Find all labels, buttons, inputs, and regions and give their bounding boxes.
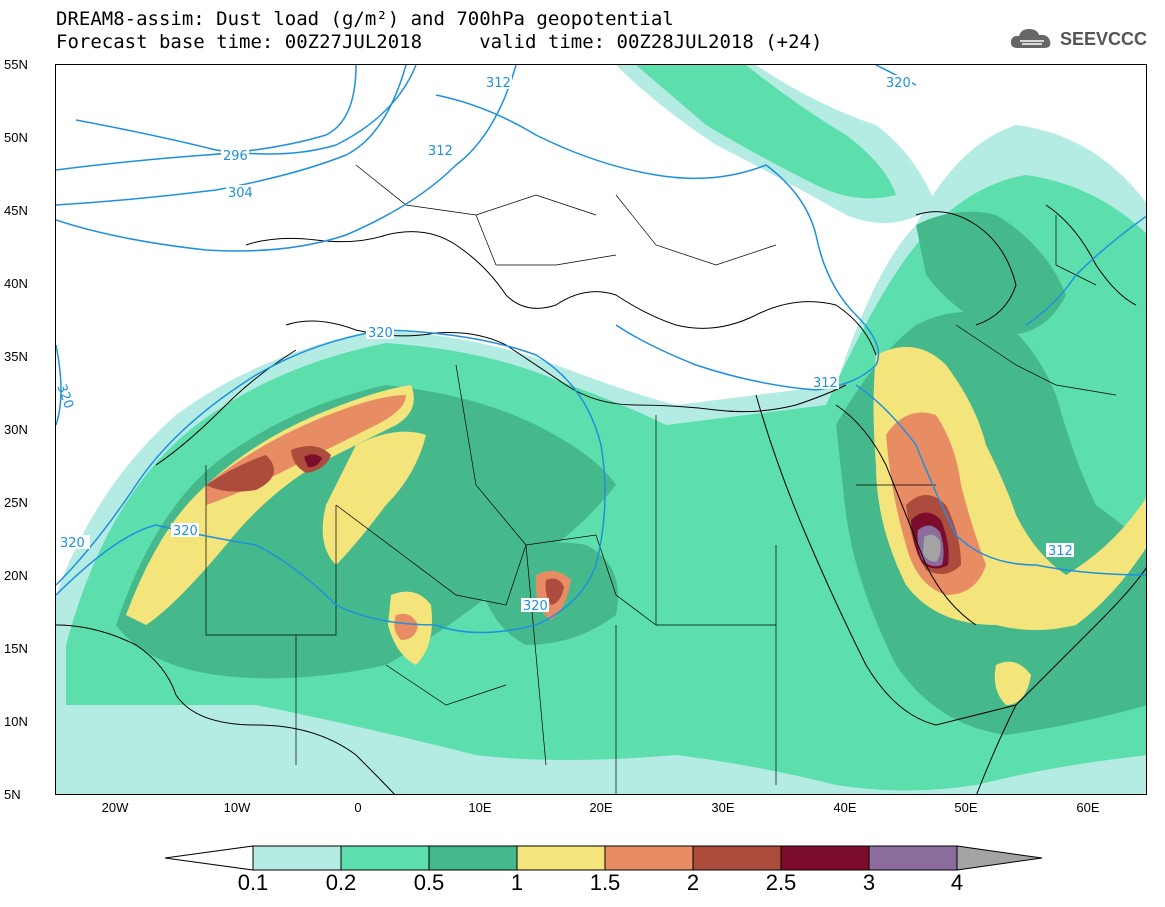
colorbar-label-0.5: 0.5: [413, 870, 445, 895]
colorbar-bin-8: [868, 845, 958, 871]
contour-label-312-north: 312: [486, 76, 511, 91]
lat-label-25n: 25N: [4, 495, 28, 510]
lat-label-15n: 15N: [4, 641, 28, 656]
contour-label-320-central: 320: [523, 599, 548, 614]
lon-label-30e: 30E: [711, 800, 735, 815]
contour-label-320-northeast: 320: [886, 76, 911, 91]
contour-label-320-westedge: 320: [56, 382, 76, 410]
contour-label-312-central: 312: [428, 144, 453, 159]
colorbar-label-0.1: 0.1: [237, 870, 269, 895]
colorbar: [164, 845, 1043, 871]
lat-label-20n: 20N: [4, 568, 28, 583]
colorbar-bin-6: [692, 845, 782, 871]
seevccc-logo: SEEVCCC: [1008, 26, 1147, 52]
lat-label-45n: 45N: [4, 203, 28, 218]
geopotential-contours: [56, 65, 1146, 634]
colorbar-label-3: 3: [862, 870, 876, 895]
contour-labels: 312 296 312 304 320 320 320 320 320 312 …: [56, 75, 1074, 614]
lon-label-0: 0: [354, 800, 362, 815]
logo-text: SEEVCCC: [1059, 28, 1147, 49]
contour-label-320-west: 320: [173, 524, 198, 539]
map-title: DREAM8-assim: Dust load (g/m²) and 700hP…: [56, 8, 674, 30]
lon-label-20w: 20W: [101, 800, 129, 815]
map-subtitle: Forecast base time: 00Z27JUL2018 valid t…: [56, 31, 823, 53]
lat-label-30n: 30N: [4, 422, 28, 437]
colorbar-label-4: 4: [950, 870, 964, 895]
colorbar-bin-4: [516, 845, 606, 871]
colorbar-label-0.2: 0.2: [325, 870, 357, 895]
colorbar-label-1: 1: [510, 870, 524, 895]
colorbar-label-2.5: 2.5: [765, 870, 797, 895]
lon-label-50e: 50E: [954, 800, 978, 815]
contour-label-312-arabia: 312: [1048, 544, 1073, 559]
dust-layer-4: [923, 534, 941, 562]
dust-map: 312 296 312 304 320 320 320 320 320 312 …: [56, 65, 1146, 794]
borders: [205, 164, 1117, 794]
contour-label-320-edge: 320: [60, 536, 85, 551]
colorbar-label-2: 2: [686, 870, 700, 895]
lat-label-55n: 55N: [4, 57, 28, 72]
lat-label-5n: 5N: [4, 787, 21, 802]
lon-label-40e: 40E: [833, 800, 857, 815]
colorbar-high-arrow: [956, 845, 1043, 871]
lat-label-10n: 10N: [4, 714, 28, 729]
contour-label-296: 296: [223, 149, 248, 164]
colorbar-bin-3: [428, 845, 518, 871]
lat-label-50n: 50N: [4, 130, 28, 145]
lon-label-10w: 10W: [223, 800, 251, 815]
coastlines: [56, 204, 1146, 794]
lon-label-10e: 10E: [468, 800, 492, 815]
colorbar-bin-1: [252, 845, 342, 871]
colorbar-low-arrow: [164, 845, 254, 871]
lon-label-20e: 20E: [589, 800, 613, 815]
lon-label-60e: 60E: [1076, 800, 1100, 815]
lat-label-35n: 35N: [4, 349, 28, 364]
cloud-icon: [1010, 29, 1051, 48]
colorbar-bin-7: [780, 845, 870, 871]
colorbar-bin-5: [604, 845, 694, 871]
lat-label-40n: 40N: [4, 276, 28, 291]
contour-label-320-northafrica: 320: [368, 326, 393, 341]
contour-label-312-levant: 312: [813, 376, 838, 391]
contour-label-304: 304: [228, 186, 253, 201]
colorbar-label-1.5: 1.5: [589, 870, 621, 895]
colorbar-bin-2: [340, 845, 430, 871]
map-panel: 312 296 312 304 320 320 320 320 320 312 …: [55, 64, 1147, 795]
